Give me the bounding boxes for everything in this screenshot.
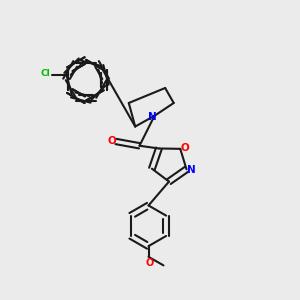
Text: N: N (148, 112, 157, 122)
Text: Cl: Cl (40, 70, 50, 79)
Text: O: O (145, 258, 154, 268)
Text: O: O (108, 136, 117, 146)
Text: N: N (187, 165, 196, 175)
Text: O: O (181, 143, 189, 153)
